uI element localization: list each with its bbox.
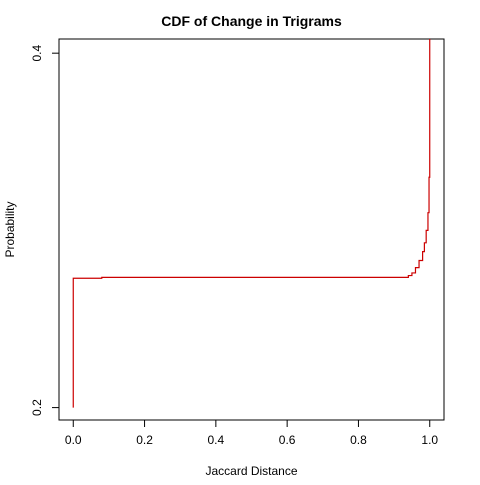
cdf-series-line (72, 39, 431, 408)
y-axis: 0.2 0.4 (30, 45, 60, 416)
y-tick-label: 0.4 (30, 45, 44, 62)
x-axis: 0.0 0.2 0.4 0.6 0.8 1.0 (65, 419, 438, 447)
x-axis-label: Jaccard Distance (205, 464, 297, 478)
x-tick-label: 0.6 (279, 433, 296, 447)
x-tick-label: 0.0 (65, 433, 82, 447)
x-tick-label: 0.4 (208, 433, 225, 447)
chart-title: CDF of Change in Trigrams (161, 13, 342, 29)
y-axis-label: Probability (3, 201, 17, 257)
y-tick-label: 0.2 (30, 399, 44, 416)
x-tick-label: 0.2 (136, 433, 153, 447)
plot-frame (58, 38, 445, 421)
x-tick-label: 0.8 (350, 433, 367, 447)
x-tick-label: 1.0 (421, 433, 438, 447)
series-layer (72, 39, 431, 408)
